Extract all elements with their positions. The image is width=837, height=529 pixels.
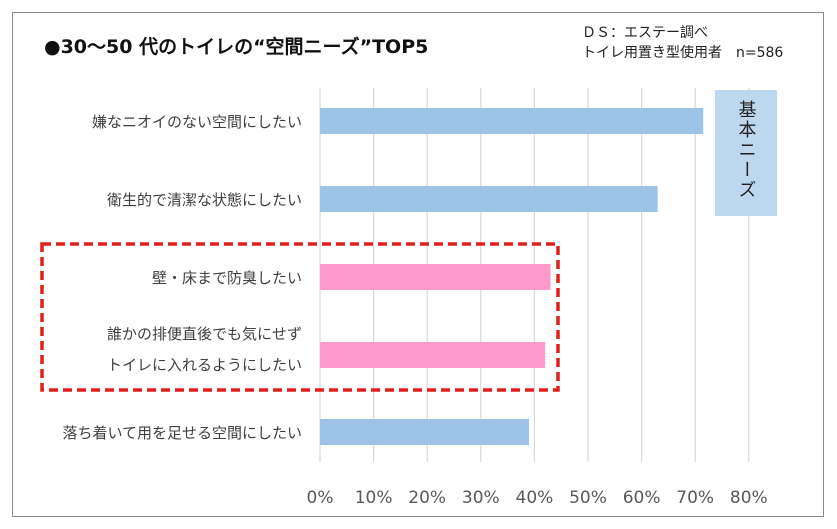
bars [320, 108, 704, 445]
bar [320, 108, 704, 134]
highlight-box [40, 242, 560, 392]
x-tick-label: 80% [730, 488, 768, 508]
x-tick-label: 0% [307, 488, 334, 508]
bar [320, 264, 551, 290]
source-line-2: トイレ用置き型使用者 n=586 [582, 45, 784, 61]
source-line-1: ＤＳ：エステー調べ [582, 25, 708, 41]
highlight-dashed-box [40, 242, 560, 392]
category-labels: 嫌なニオイのない空間にしたい衛生的で清潔な状態にしたい壁・床まで防臭したい誰かの… [62, 113, 302, 442]
chart-title: ●30～50 代のトイレの“空間ニーズ”TOP5 [44, 36, 429, 58]
bar [320, 419, 530, 445]
category-label: 衛生的で清潔な状態にしたい [107, 191, 302, 209]
x-tick-label: 20% [408, 488, 446, 508]
category-label: トイレに入れるようにしたい [107, 356, 302, 374]
bar [320, 342, 546, 368]
category-label: 落ち着いて用を足せる空間にしたい [62, 424, 302, 442]
bar [320, 186, 658, 212]
annotation-box: 基本ニーズ [715, 90, 777, 216]
category-label: 壁・床まで防臭したい [152, 269, 302, 287]
annotation-box-bg [715, 90, 777, 216]
x-tick-label: 70% [676, 488, 714, 508]
x-tick-label: 30% [462, 488, 500, 508]
annotation-text: 基本ニーズ [736, 100, 757, 200]
category-label: 誰かの排便直後でも気にせず [107, 325, 302, 343]
x-tick-label: 50% [569, 488, 607, 508]
category-label: 嫌なニオイのない空間にしたい [92, 113, 302, 131]
x-tick-label: 40% [516, 488, 554, 508]
x-tick-label: 60% [623, 488, 661, 508]
tick-labels: 0% 10% 20% 30% 40% 50% 60% 70% 80% [307, 488, 768, 508]
x-tick-label: 10% [355, 488, 393, 508]
